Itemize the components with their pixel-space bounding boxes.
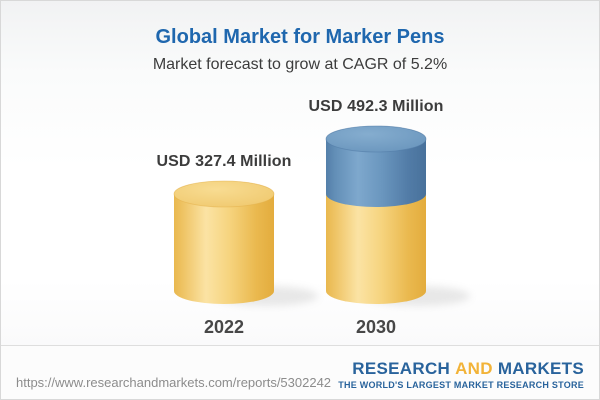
value-label-2030: USD 492.3 Million	[308, 98, 444, 115]
logo-word-research: RESEARCH	[352, 359, 451, 378]
footer: https://www.researchandmarkets.com/repor…	[1, 345, 599, 399]
page-subtitle: Market forecast to grow at CAGR of 5.2%	[152, 56, 448, 73]
research-and-markets-logo: RESEARCH AND MARKETS THE WORLD'S LARGEST…	[338, 360, 584, 390]
logo-word-markets: MARKETS	[497, 359, 584, 378]
chart-header: Global Market for Marker Pens Market for…	[1, 1, 599, 74]
bar-2022-cap	[173, 180, 275, 208]
logo-tagline: THE WORLD'S LARGEST MARKET RESEARCH STOR…	[338, 380, 584, 390]
value-label-2022: USD 327.4 Million	[156, 153, 292, 170]
report-url-link[interactable]: https://www.researchandmarkets.com/repor…	[16, 375, 332, 390]
logo-wordmark: RESEARCH AND MARKETS	[338, 360, 584, 377]
category-label-2030: 2030	[355, 317, 397, 337]
page-title: Global Market for Marker Pens	[155, 26, 445, 48]
bar-2030-base-body	[326, 181, 426, 304]
category-label-2022: 2022	[203, 317, 245, 337]
bar-2030-cap	[325, 125, 427, 153]
logo-word-and: AND	[455, 359, 493, 378]
bar-2022-body	[174, 181, 274, 304]
